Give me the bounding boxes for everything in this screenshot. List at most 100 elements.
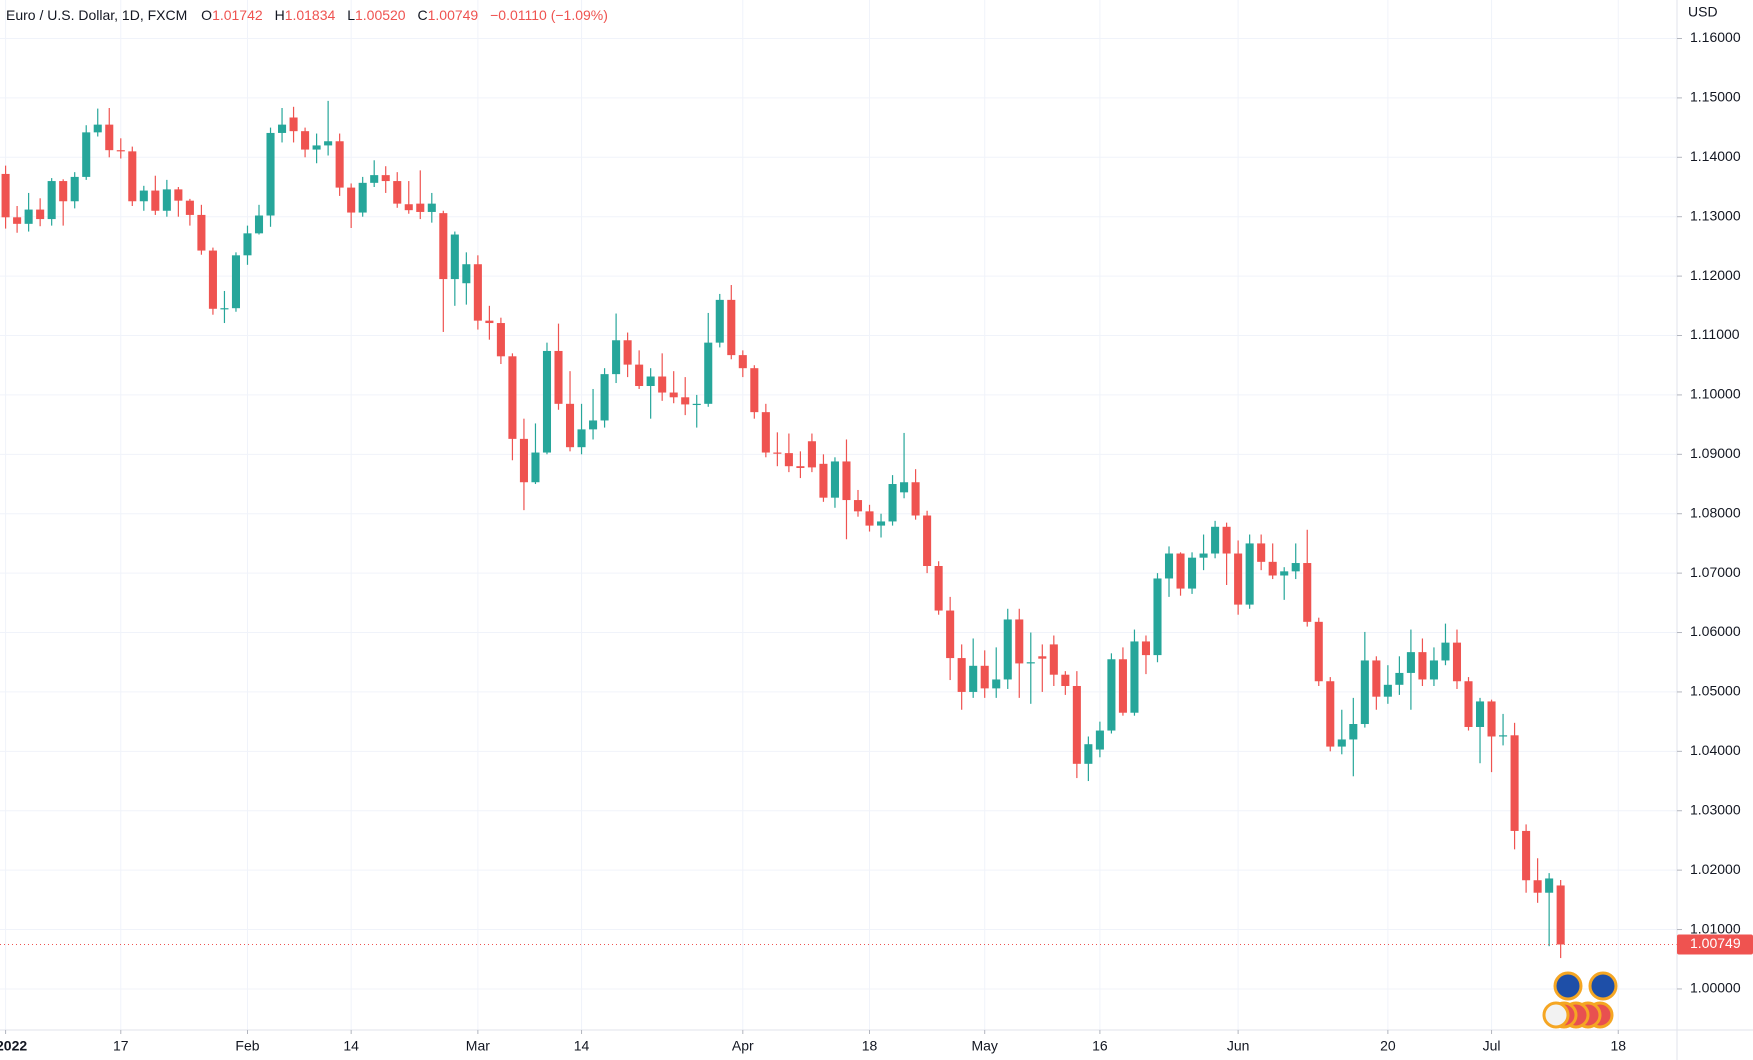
candle-body — [197, 214, 206, 251]
last-price-box — [1677, 934, 1753, 955]
x-tick-label: 18 — [1610, 1038, 1626, 1054]
candle-body — [1429, 660, 1438, 680]
y-tick-label: 1.03000 — [1690, 801, 1741, 817]
candle-body — [1360, 660, 1369, 725]
candle-body — [208, 250, 217, 309]
y-tick-label: 1.04000 — [1690, 742, 1741, 758]
y-tick-label: 1.00000 — [1690, 980, 1741, 996]
candle-body — [278, 124, 287, 133]
x-tick-label: Apr — [732, 1038, 754, 1054]
candle-body — [1072, 685, 1081, 764]
y-tick-label: 1.14000 — [1690, 148, 1741, 164]
y-tick-label: 1.16000 — [1690, 29, 1741, 45]
candle-body — [324, 141, 333, 146]
x-tick-label: Jul — [1483, 1038, 1501, 1054]
candle-body — [496, 323, 505, 357]
candle-body — [635, 364, 644, 387]
candle-body — [13, 217, 22, 224]
candle-body — [1, 173, 10, 218]
candle-body — [1015, 619, 1024, 664]
candle-body — [1475, 701, 1485, 727]
candle-body — [1499, 735, 1508, 737]
change-value: −0.01110 (−1.09%) — [490, 7, 608, 23]
candle-body — [1280, 571, 1289, 576]
y-tick-label: 1.13000 — [1690, 207, 1741, 223]
candle-body — [888, 484, 897, 522]
currency-label: USD — [1688, 4, 1718, 20]
ohlc-letter: L — [347, 7, 355, 23]
candle-body — [266, 132, 275, 216]
candle-body — [600, 374, 609, 421]
candle-body — [969, 665, 978, 692]
x-tick-label: 18 — [862, 1038, 878, 1054]
y-tick-label: 1.15000 — [1690, 89, 1741, 105]
candle-body — [24, 209, 33, 224]
candle-body — [692, 403, 701, 406]
candle-body — [59, 181, 68, 202]
candle-body — [70, 176, 79, 202]
candle-body — [93, 124, 102, 133]
x-tick-label: 2022 — [0, 1038, 27, 1054]
candle-body — [519, 438, 528, 483]
candle-body — [589, 420, 598, 430]
candle-body — [243, 233, 252, 256]
ohlc-value: 1.01742 — [212, 7, 263, 23]
candle-body — [957, 658, 966, 692]
candle-body — [531, 452, 540, 483]
candle-body — [900, 482, 909, 493]
candle-body — [508, 356, 517, 439]
y-tick-label: 1.09000 — [1690, 445, 1741, 461]
y-tick-label: 1.07000 — [1690, 564, 1741, 580]
candle-body — [185, 200, 194, 215]
candle-body — [473, 264, 482, 321]
x-tick-label: Mar — [466, 1038, 490, 1054]
candle-body — [877, 521, 886, 526]
candle-body — [623, 340, 632, 365]
candle-body — [1314, 621, 1323, 682]
candle-body — [381, 175, 390, 182]
candle-body — [116, 150, 125, 152]
candle-body — [1441, 642, 1450, 661]
candle-body — [254, 215, 264, 234]
candle-body — [738, 355, 747, 369]
candle-body — [128, 151, 137, 202]
y-tick-label: 1.06000 — [1690, 623, 1741, 639]
candle-body — [1545, 878, 1554, 893]
candle-body — [992, 679, 1001, 689]
candle-body — [807, 441, 816, 468]
candle-body — [842, 461, 851, 501]
candle-body — [1049, 644, 1058, 675]
candle-body — [773, 452, 782, 454]
y-tick-label: 1.01000 — [1690, 920, 1741, 936]
candle-body — [105, 124, 114, 151]
candle-body — [1003, 619, 1012, 680]
ohlc-value: 1.00520 — [355, 7, 406, 23]
candle-body — [865, 511, 874, 526]
candle-body — [554, 350, 563, 404]
candle-body — [301, 131, 310, 150]
candle-body — [1164, 553, 1174, 579]
candle-body — [1487, 701, 1496, 737]
eu-flag-icon — [1588, 971, 1618, 1001]
candle-body — [439, 213, 448, 280]
candle-body — [1372, 660, 1381, 697]
candle-body — [335, 141, 344, 188]
candle-body — [1257, 543, 1266, 562]
candle-body — [1107, 659, 1116, 731]
candle-body — [669, 392, 678, 398]
candle-body — [704, 342, 713, 404]
y-tick-label: 1.10000 — [1690, 386, 1741, 402]
candle-body — [761, 412, 770, 453]
ohlc-letter: O — [201, 7, 212, 23]
x-tick-label: 17 — [113, 1038, 129, 1054]
candle-body — [231, 255, 240, 309]
candle-body — [1038, 656, 1047, 659]
chart-header: Euro / U.S. Dollar, 1D, FXCM O1.01742 H1… — [6, 7, 608, 23]
candle-body — [47, 181, 56, 220]
y-tick-label: 1.11000 — [1690, 326, 1740, 342]
symbol-title: Euro / U.S. Dollar, 1D, FXCM — [6, 7, 187, 23]
us-flag-icon — [1542, 1001, 1570, 1029]
